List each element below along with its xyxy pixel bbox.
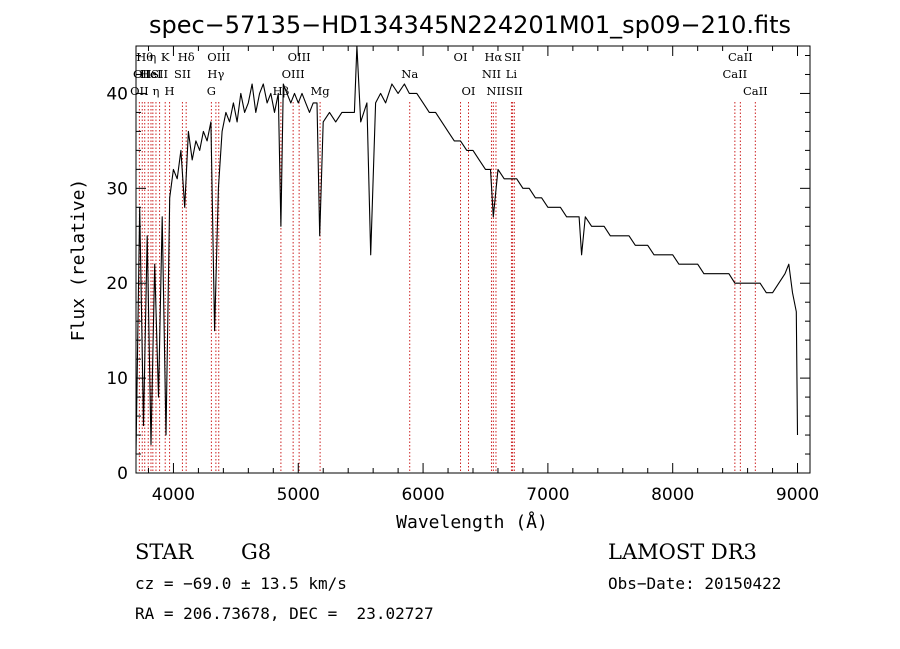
line-marker-label: CaII [728,50,753,64]
line-marker-label: He [140,67,157,81]
line-marker-label: CaII [743,84,768,98]
line-marker-label: SII [151,67,168,81]
line-marker-label: G [207,84,216,98]
y-axis-ticks: 0 10 20 30 40 [106,54,810,484]
object-class: STAR [135,540,194,564]
line-marker-label: Hγ [207,67,224,81]
line-marker-label: Hθ [136,50,153,64]
spectral-subclass: G8 [241,540,272,564]
line-marker-label: OIII [207,50,230,64]
x-tick-label: 4000 [152,485,195,505]
flux-series [135,45,799,455]
x-axis-label: Wavelength (Å) [396,511,548,533]
redshift-value: cz = −69.0 ± 13.5 km/s [135,574,347,593]
y-tick-label: 10 [106,369,128,389]
line-marker-label: OIII [282,67,305,81]
survey-name: LAMOST DR3 [608,540,757,564]
line-marker-label: Hβ [273,84,290,98]
line-marker-label: H [165,84,175,98]
x-axis-ticks: 4000 5000 6000 7000 8000 9000 [147,46,819,505]
x-tick-label: 8000 [651,485,694,505]
coordinates: RA = 206.73678, DEC = 23.02727 [135,604,434,623]
line-marker-label: NII [486,84,505,98]
line-marker-label: CaII [722,67,747,81]
y-axis-label: Flux (relative) [68,179,89,342]
line-marker-label: SII [504,50,521,64]
x-tick-label: 9000 [776,485,819,505]
flux-line [135,45,799,455]
line-marker-label: Mg [311,84,331,98]
x-tick-label: 6000 [401,485,444,505]
line-marker-label: η [149,50,156,64]
y-tick-label: 20 [106,274,128,294]
chart-title: spec−57135−HD134345N224201M01_sp09−210.f… [149,11,791,39]
x-tick-label: 5000 [277,485,320,505]
line-marker-label: NII [482,67,501,81]
line-marker-label: Hα [484,50,502,64]
line-marker-label: K [161,50,170,64]
y-tick-label: 40 [106,84,128,104]
line-marker-label: SII [506,84,523,98]
line-marker-label: OI [454,50,468,64]
line-marker-label: Li [506,67,518,81]
line-marker-label: SII [174,67,191,81]
x-tick-label: 7000 [526,485,569,505]
line-marker-label: OII [133,67,152,81]
line-marker-label: η [153,84,160,98]
line-marker-label: Na [401,67,418,81]
line-marker-label: OII [130,84,149,98]
y-tick-label: 0 [117,464,128,484]
line-marker-label: OIII [288,50,311,64]
y-tick-label: 30 [106,179,128,199]
plot-frame [135,45,811,474]
line-marker-label: Hδ [178,50,195,64]
line-marker-label: HeI [140,67,161,81]
obs-date: Obs−Date: 20150422 [608,574,782,593]
line-marker-label: OI [462,84,476,98]
